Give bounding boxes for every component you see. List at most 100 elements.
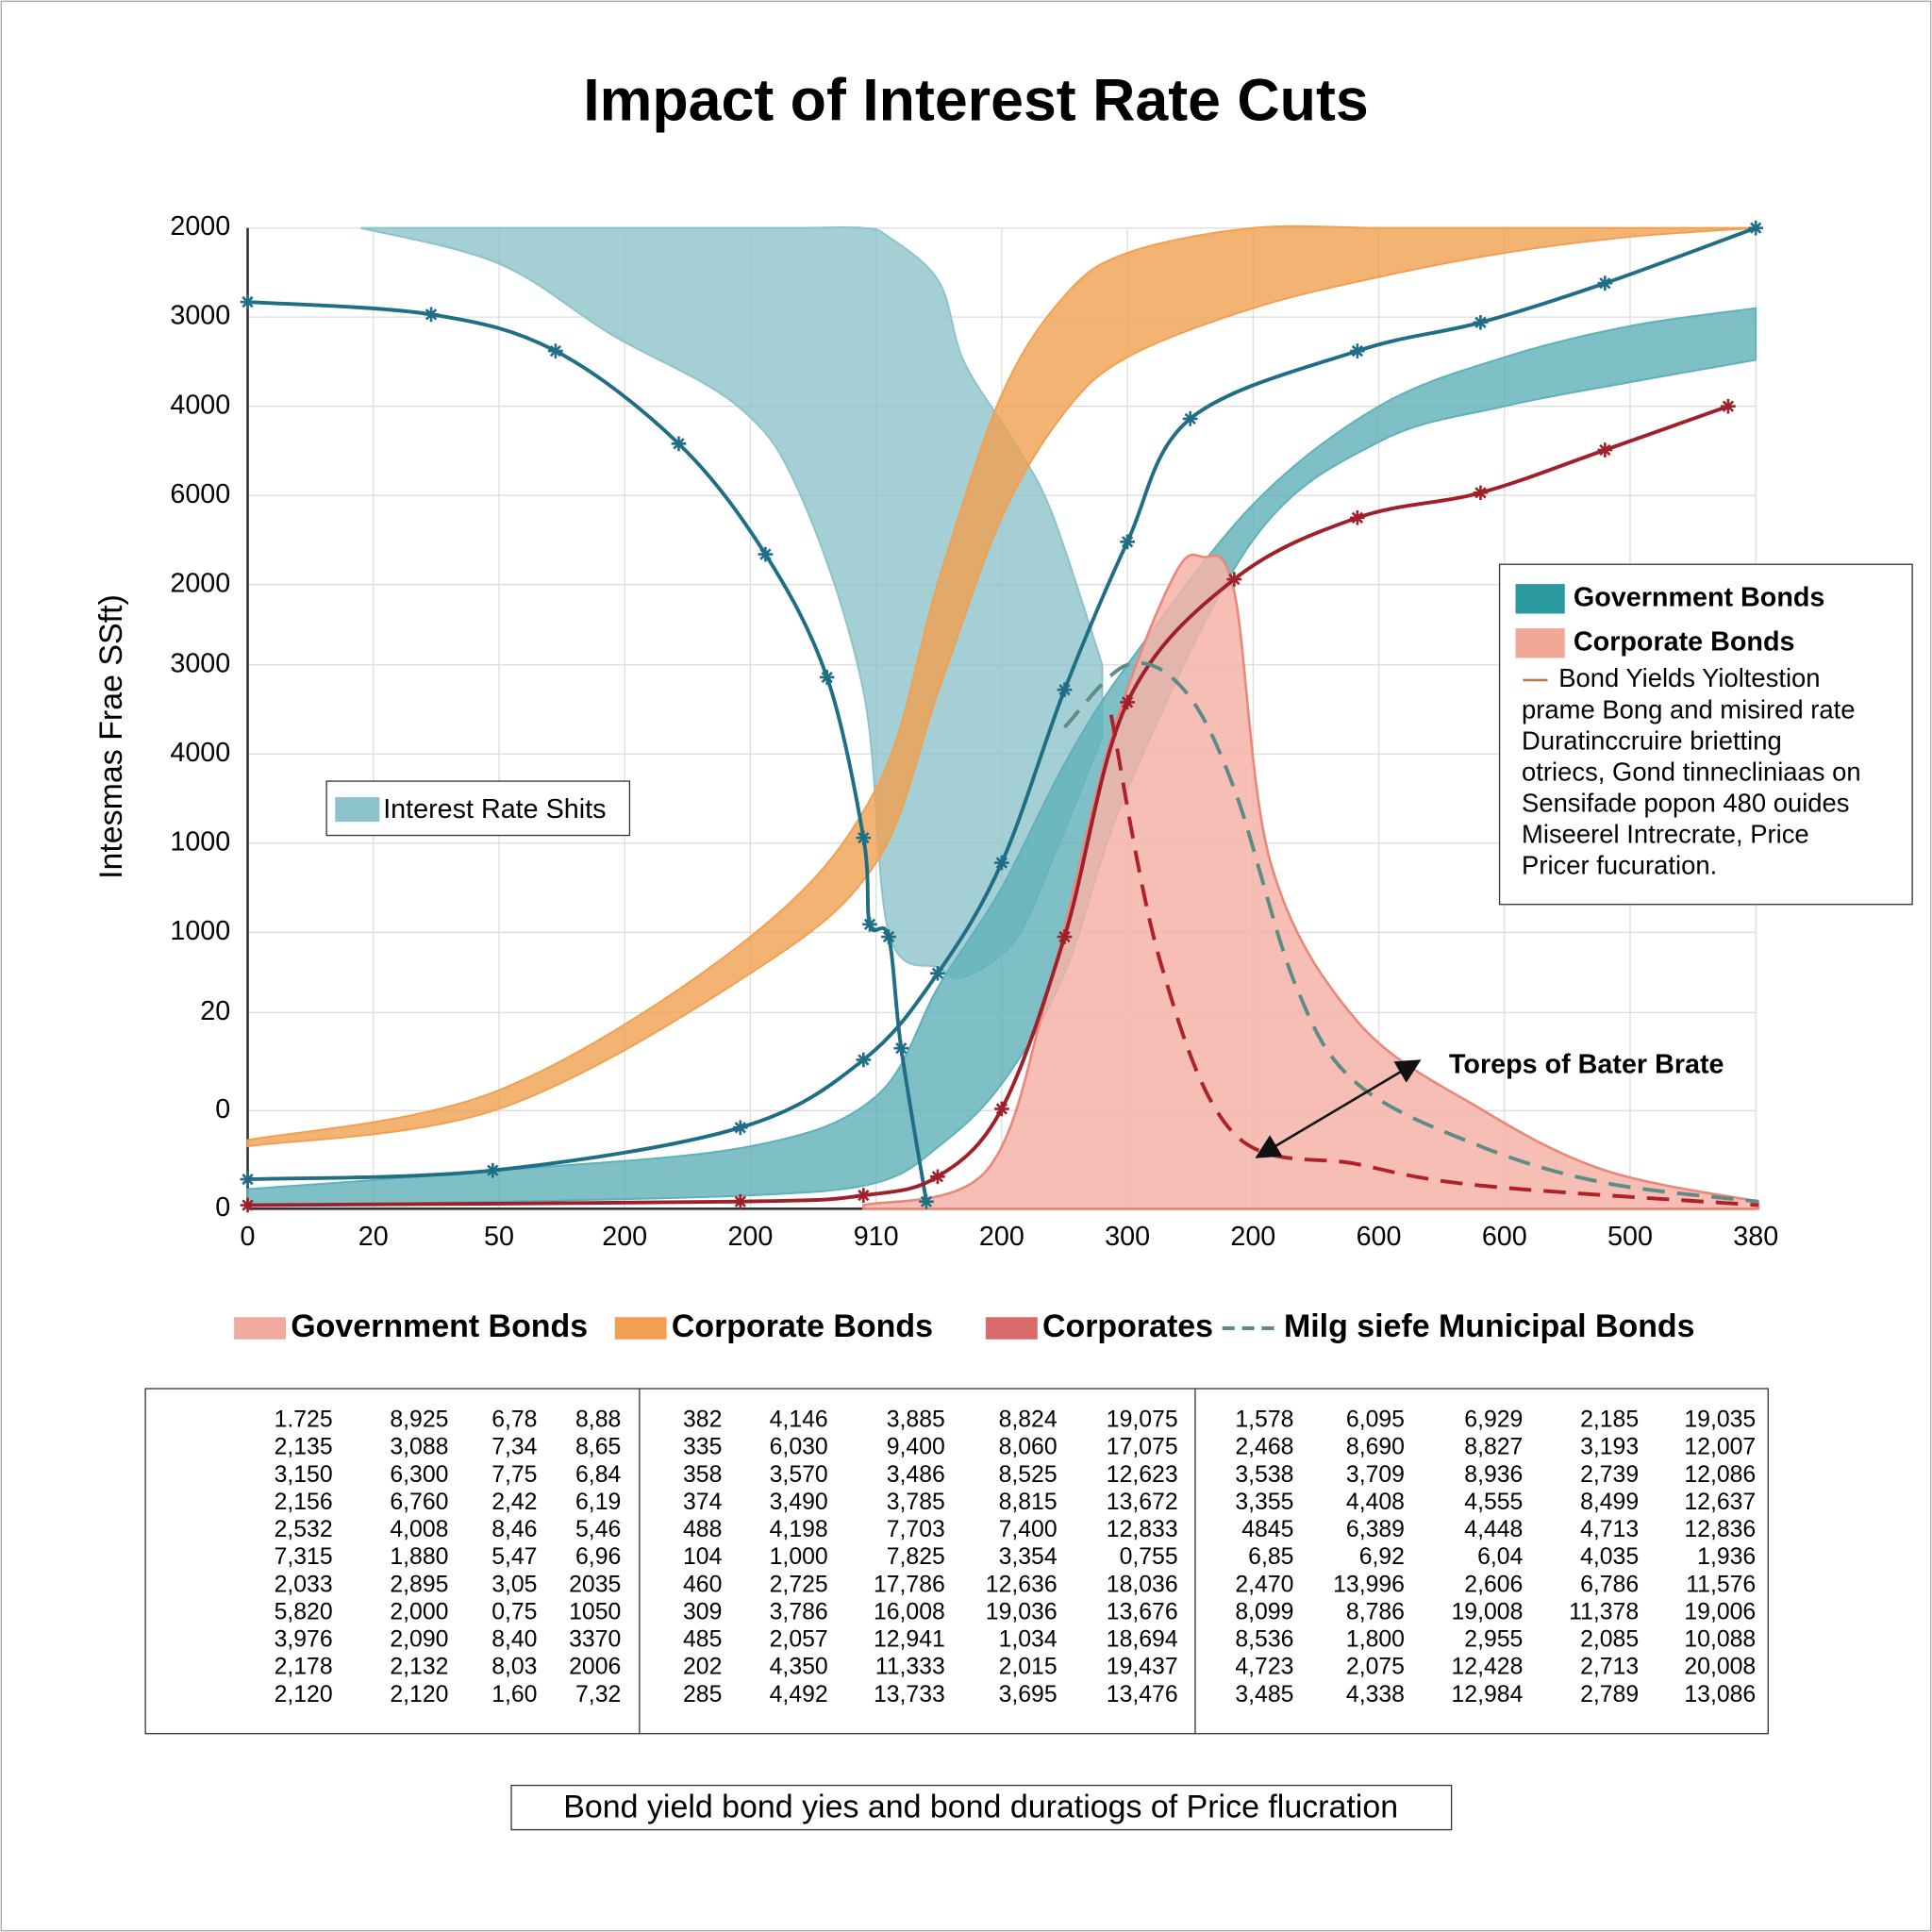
- table-cell: 8,40: [491, 1627, 537, 1653]
- table-cell: 18,694: [1107, 1627, 1178, 1653]
- line: [247, 300, 928, 1203]
- table-cell: 19,036: [986, 1599, 1058, 1624]
- table-cell: 12,086: [1684, 1462, 1756, 1488]
- table-cell: 3,088: [390, 1435, 448, 1460]
- star-marker: [1748, 220, 1764, 236]
- table-cell: 18,036: [1107, 1572, 1178, 1597]
- table-cell: 485: [683, 1627, 722, 1653]
- table-cell: 4,448: [1464, 1517, 1523, 1542]
- legend-label: Corporates: [1042, 1308, 1213, 1344]
- star-marker: [1350, 509, 1365, 525]
- table-cell: 11,576: [1686, 1572, 1756, 1597]
- table-cell: 7,703: [887, 1517, 945, 1542]
- table-cell: 382: [683, 1407, 722, 1433]
- table-cell: 2,725: [770, 1572, 828, 1597]
- star-marker: [1182, 411, 1198, 426]
- x-tick-label: 20: [358, 1222, 389, 1252]
- star-marker: [930, 965, 945, 981]
- table-cell: 12,636: [986, 1572, 1058, 1597]
- x-tick-label: 600: [1357, 1222, 1402, 1252]
- table-cell: 0,755: [1120, 1544, 1178, 1570]
- y-tick-label: 3000: [170, 301, 230, 331]
- star-marker: [881, 929, 896, 944]
- table-cell: 13,086: [1684, 1682, 1756, 1707]
- table-cell: 6,92: [1359, 1544, 1405, 1570]
- table-cell: 2,178: [275, 1655, 333, 1680]
- table-cell: 3,150: [275, 1462, 333, 1488]
- table-cell: 17,075: [1107, 1435, 1178, 1460]
- star-marker: [994, 1101, 1009, 1117]
- table-cell: 374: [683, 1490, 723, 1515]
- table-cell: 19,075: [1107, 1407, 1178, 1433]
- x-tick-label: 200: [727, 1222, 773, 1252]
- legend-label: Interest Rate Shits: [383, 794, 606, 824]
- star-marker: [758, 546, 774, 562]
- table-cell: 3,193: [1580, 1435, 1639, 1460]
- y-tick-label: 2000: [170, 568, 230, 598]
- caption: Bond yield bond yies and bond duratiogs …: [563, 1789, 1398, 1824]
- legend-note: prame Bong and misired rate: [1522, 694, 1855, 724]
- star-marker: [893, 1041, 909, 1057]
- table-cell: 12,623: [1107, 1462, 1178, 1488]
- table-cell: 2,42: [491, 1490, 537, 1515]
- table-cell: 2,606: [1464, 1572, 1523, 1597]
- table-cell: 20,008: [1684, 1655, 1756, 1680]
- table-box: [144, 1388, 1769, 1735]
- table-cell: 8,525: [999, 1462, 1058, 1488]
- table-cell: 2,470: [1235, 1572, 1293, 1597]
- table-cell: 2,468: [1235, 1435, 1293, 1460]
- right-legend-box: [1498, 563, 1913, 906]
- x-tick-label: 50: [484, 1222, 514, 1252]
- table-cell: 6,78: [491, 1407, 537, 1433]
- table-cell: 7,32: [575, 1682, 621, 1707]
- table-cell: 6,300: [390, 1462, 448, 1488]
- legend-note: Miseerel Intrecrate, Price: [1522, 819, 1809, 848]
- y-tick-label: 2000: [170, 211, 230, 242]
- table-cell: 2,156: [275, 1490, 333, 1515]
- table-cell: 12,637: [1684, 1490, 1756, 1515]
- table-cell: 7,315: [275, 1544, 333, 1570]
- dashed-line: [1063, 660, 1759, 1204]
- table-cell: 3370: [569, 1627, 621, 1653]
- star-marker: [1057, 929, 1073, 944]
- star-marker: [919, 1193, 934, 1209]
- table-cell: 6,786: [1580, 1572, 1639, 1597]
- plot: 0020100010004000300020006000400030002000…: [170, 211, 1778, 1252]
- table-cell: 6,84: [575, 1462, 621, 1488]
- table-cell: 19,008: [1452, 1599, 1524, 1624]
- star-marker: [994, 855, 1009, 871]
- table-cell: 3,785: [887, 1490, 945, 1515]
- table-cell: 1,60: [491, 1682, 537, 1707]
- table-cell: 4,146: [770, 1407, 828, 1433]
- table-cell: 2,033: [275, 1572, 333, 1597]
- star-marker: [240, 1172, 256, 1187]
- table-cell: 4,713: [1580, 1517, 1639, 1542]
- table-cell: 488: [683, 1517, 722, 1542]
- table-cell: 12,836: [1684, 1517, 1756, 1542]
- caption-box: [510, 1784, 1453, 1831]
- table-cell: 4,338: [1346, 1682, 1405, 1707]
- table-cell: 2,057: [770, 1627, 828, 1653]
- legend-note: Sensifade popon 480 ouides: [1522, 788, 1849, 817]
- table-cell: 5,47: [491, 1544, 537, 1570]
- table-cell: 2,955: [1464, 1627, 1523, 1653]
- table-cell: 285: [683, 1682, 722, 1707]
- star-marker: [930, 1169, 945, 1185]
- table-cell: 8,65: [575, 1435, 621, 1460]
- star-marker: [1226, 572, 1242, 587]
- star-marker: [1473, 485, 1489, 501]
- table-cell: 4,723: [1235, 1655, 1293, 1680]
- table-cell: 6,96: [575, 1544, 621, 1570]
- table-cell: 12,833: [1107, 1517, 1178, 1542]
- table-cell: 335: [683, 1435, 722, 1460]
- table-cell: 19,437: [1107, 1655, 1178, 1680]
- table-cell: 7,75: [491, 1462, 537, 1488]
- table-cell: 8,536: [1235, 1627, 1293, 1653]
- star-marker: [1120, 534, 1135, 550]
- table-cell: 2,075: [1346, 1655, 1405, 1680]
- y-tick-label: 1000: [170, 826, 230, 857]
- band: [246, 307, 1757, 1207]
- legend-swatch: [614, 1317, 667, 1340]
- table-cell: 8,786: [1346, 1599, 1405, 1624]
